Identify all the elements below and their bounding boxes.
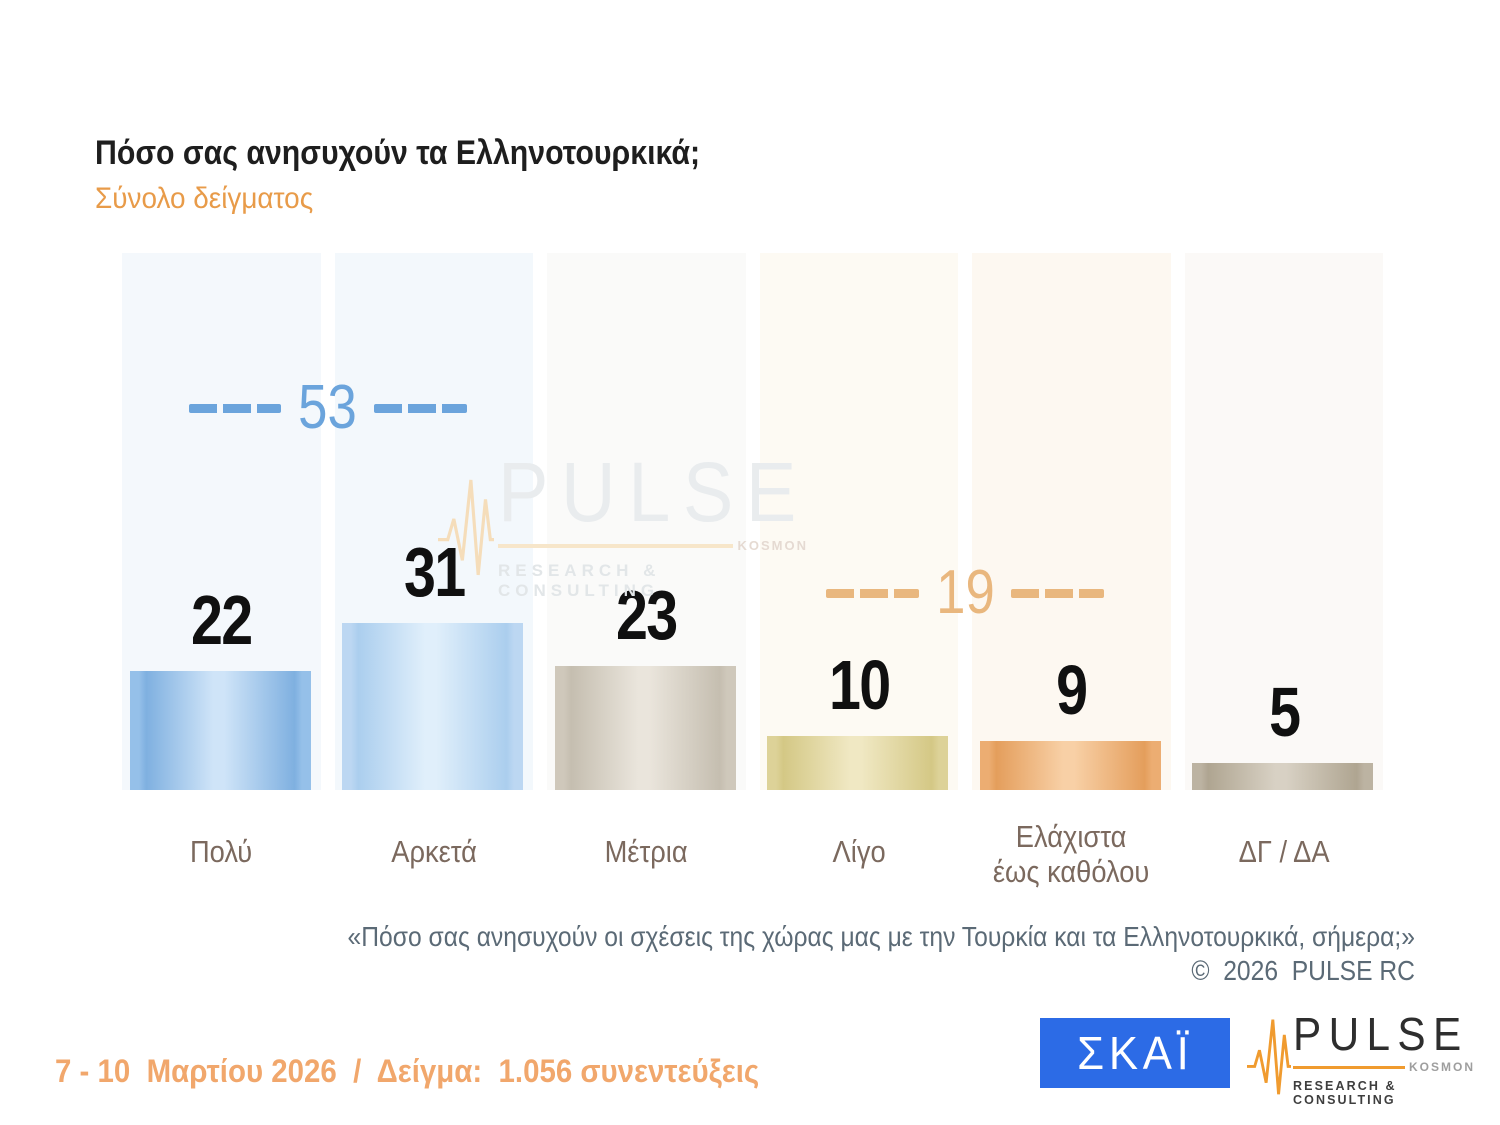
bar-category-label-3: Λίγο	[754, 820, 964, 884]
pulse-logo: PULSE KOSMON RESEARCH & CONSULTING	[1247, 1011, 1477, 1107]
bar-category-label-0: Πολύ	[116, 820, 326, 884]
bar-2	[554, 666, 736, 790]
pulse-logo-sub: RESEARCH & CONSULTING	[1293, 1079, 1397, 1107]
bar-value-label-2: 23	[615, 576, 678, 654]
pulse-waveform-icon	[1247, 1019, 1291, 1095]
chart-column-2: 23 Μέτρια	[547, 253, 746, 868]
pulse-logo-line	[1293, 1065, 1405, 1069]
chart-column-0: 22 Πολύ	[122, 253, 321, 868]
category-label-line: Ελάχιστα	[1015, 819, 1127, 854]
bar-value-label-3: 10	[828, 646, 890, 724]
bar-category-label-2: Μέτρια	[541, 820, 751, 884]
marker-dash-right	[373, 403, 467, 413]
aggregate-marker-19: 19	[826, 562, 1104, 624]
bar-category-label-4: Ελάχιστα έως καθόλου	[966, 819, 1176, 889]
marker-dash-left	[188, 403, 282, 413]
bar-0	[129, 671, 311, 790]
chart-column-5: 5 ΔΓ / ΔΑ	[1184, 253, 1383, 868]
bar-3	[767, 736, 949, 790]
pulse-logo-text: PULSE KOSMON RESEARCH & CONSULTING	[1293, 1011, 1475, 1107]
bar-value-label-0: 22	[190, 581, 253, 659]
bar-value-label-1: 31	[403, 533, 465, 611]
chart-subtitle: Σύνολο δείγματος	[95, 182, 314, 215]
skai-logo-text: ΣΚΑΪ	[1076, 1027, 1194, 1079]
chart-title: Πόσο σας ανησυχούν τα Ελληνοτουρκικά;	[95, 134, 701, 172]
category-label-line: ΔΓ / ΔΑ	[1238, 833, 1330, 869]
bar-4	[979, 741, 1161, 790]
pulse-logo-name: PULSE	[1293, 1008, 1469, 1060]
category-label-line: Μέτρια	[604, 833, 688, 869]
pulse-logo-kosmon: KOSMON	[1409, 1060, 1475, 1074]
fieldwork-info: 7 - 10 Μαρτίου 2026 / Δείγμα: 1.056 συνε…	[55, 1053, 760, 1089]
marker-dash-left	[826, 588, 919, 598]
category-label-line: Αρκετά	[390, 833, 477, 869]
caption-copyright: © 2026 PULSE RC	[1191, 954, 1415, 986]
marker-dash-right	[1011, 588, 1104, 598]
bar-category-label-1: Αρκετά	[329, 820, 539, 884]
category-label-line: Λίγο	[832, 833, 886, 869]
aggregate-marker-53: 53	[188, 373, 467, 442]
bar-chart: 22 Πολύ 31 Αρκετά 23 Μέτρια 10 Λίγο 9 Ελάχιστα έως…	[122, 253, 1383, 888]
source-caption: «Πόσο σας ανησυχούν οι σχέσεις της χώρας…	[348, 920, 1415, 987]
skai-logo: ΣΚΑΪ	[1040, 1018, 1230, 1088]
aggregate-value: 19	[935, 558, 995, 627]
caption-question: «Πόσο σας ανησυχούν οι σχέσεις της χώρας…	[347, 921, 1415, 952]
aggregate-value: 53	[298, 373, 357, 442]
bar-value-label-4: 9	[1056, 651, 1088, 729]
pulse-logo-linerow: KOSMON	[1293, 1060, 1475, 1074]
bar-5	[1192, 763, 1374, 790]
chart-column-4: 9 Ελάχιστα έως καθόλου	[972, 253, 1171, 888]
bar-1	[342, 623, 524, 790]
category-label-line: έως καθόλου	[993, 853, 1150, 889]
chart-column-1: 31 Αρκετά	[334, 253, 533, 868]
bar-value-label-5: 5	[1268, 673, 1301, 751]
category-label-line: Πολύ	[190, 833, 253, 869]
chart-column-3: 10 Λίγο	[759, 253, 958, 868]
bar-category-label-5: ΔΓ / ΔΑ	[1179, 820, 1389, 884]
